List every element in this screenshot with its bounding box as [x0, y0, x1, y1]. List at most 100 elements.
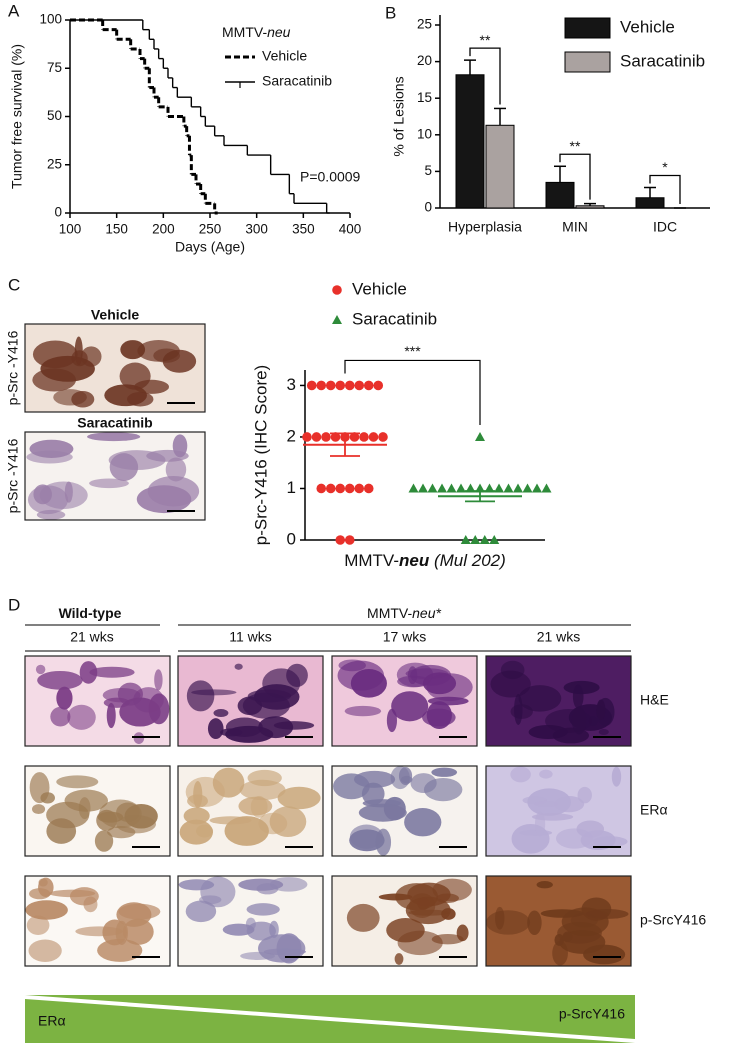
image-ylabel: p-Src -Y416	[5, 438, 21, 513]
tissue-feature	[534, 800, 558, 808]
tissue-feature	[375, 828, 392, 856]
tissue-feature	[386, 708, 397, 733]
row-label: ERα	[640, 802, 668, 818]
tissue-feature	[26, 915, 50, 935]
tissue-feature	[79, 661, 98, 684]
tissue-feature	[391, 691, 429, 722]
x-tick-label: Hyperplasia	[448, 219, 522, 235]
tissue-feature	[29, 772, 50, 804]
tissue-feature	[519, 829, 553, 836]
micrograph-frame	[24, 655, 171, 747]
tissue-feature	[179, 819, 213, 845]
data-point	[541, 483, 552, 493]
y-tick-label: 25	[417, 17, 432, 32]
tissue-feature	[117, 682, 143, 706]
x-axis-label: MMTV-neu (Mul 202)	[344, 551, 506, 570]
y-tick-label: 25	[47, 156, 62, 171]
x-tick-label: 300	[245, 222, 268, 237]
tissue-feature	[32, 804, 46, 815]
tissue-feature	[69, 887, 99, 906]
image-ylabel: p-Src -Y416	[5, 330, 21, 405]
tissue-feature	[32, 340, 78, 369]
tissue-feature	[120, 340, 146, 360]
tissue-feature	[147, 476, 200, 507]
y-tick-label: 0	[54, 205, 62, 220]
legend-label: Saracatinib	[352, 309, 437, 328]
tissue-feature	[46, 818, 77, 844]
legend-marker	[332, 285, 342, 295]
data-point	[359, 432, 369, 442]
tissue-feature	[89, 478, 129, 489]
y-tick-label: 5	[424, 163, 432, 178]
gradient-divider	[25, 995, 635, 1043]
tissue-feature	[246, 903, 280, 916]
legend-label: Saracatinib	[620, 51, 705, 70]
x-tick-label: 200	[152, 222, 175, 237]
tissue-feature	[269, 806, 307, 838]
y-tick-label: 0	[287, 529, 296, 548]
data-point	[513, 483, 523, 493]
tissue-feature	[361, 782, 385, 806]
y-axis-label: % of Lesions	[391, 76, 407, 156]
x-axis-label: Days (Age)	[175, 239, 245, 255]
y-tick-label: 10	[417, 126, 432, 141]
data-point	[460, 535, 471, 544]
tissue-feature	[109, 453, 139, 481]
tissue-feature	[186, 680, 215, 712]
tissue-feature	[539, 769, 553, 779]
data-point	[494, 483, 504, 493]
bar	[635, 197, 665, 209]
y-tick-label: 3	[287, 375, 296, 394]
tissue-feature	[344, 705, 382, 717]
legend-label: Vehicle	[352, 279, 407, 298]
tissue-feature	[119, 362, 151, 390]
tissue-feature	[540, 909, 584, 918]
tissue-feature	[353, 770, 396, 788]
tissue-feature	[247, 769, 282, 787]
gradient-label: p-SrcY416	[559, 1006, 625, 1022]
panel-label: D	[8, 595, 20, 614]
tissue-feature	[234, 663, 243, 670]
tissue-feature	[486, 910, 531, 935]
tissue-feature	[286, 663, 308, 687]
tissue-feature	[349, 824, 384, 849]
legend-title-part: neu	[267, 24, 291, 40]
x-tick-label: 250	[199, 222, 222, 237]
row-label: p-SrcY416	[640, 912, 706, 928]
tissue-feature	[490, 670, 531, 698]
tissue-feature	[247, 689, 292, 703]
y-tick-label: 15	[417, 90, 432, 105]
data-point	[306, 380, 317, 391]
x-tick-label: 150	[105, 222, 128, 237]
tissue-feature	[127, 391, 154, 407]
data-point	[437, 483, 447, 493]
legend-title: MMTV-neu	[222, 24, 291, 40]
tissue-feature	[239, 779, 286, 801]
tissue-feature	[133, 732, 145, 744]
tissue-feature	[394, 953, 404, 965]
significance-label: ***	[404, 343, 421, 359]
tissue-feature	[106, 702, 116, 729]
image-title: Saracatinib	[77, 415, 152, 431]
data-point	[335, 535, 346, 545]
tissue-feature	[207, 718, 224, 740]
data-point	[344, 380, 355, 391]
data-point	[311, 432, 322, 442]
significance-bracket	[649, 174, 681, 204]
tissue-feature	[552, 940, 568, 966]
micrograph-frame	[24, 323, 206, 413]
data-point	[354, 380, 365, 391]
legend-label: Vehicle	[620, 17, 675, 36]
data-point	[335, 380, 346, 391]
tissue-feature	[238, 878, 284, 891]
tissue-feature	[563, 680, 600, 695]
y-axis-label: p-Src-Y416 (IHC Score)	[251, 365, 270, 545]
data-point	[344, 535, 355, 545]
data-point	[378, 432, 388, 442]
tissue-feature	[97, 938, 143, 962]
image-title: Vehicle	[91, 307, 139, 323]
data-point	[363, 483, 374, 494]
tissue-feature	[431, 767, 458, 777]
data-point	[354, 483, 365, 494]
group-header-part: Wild-type	[59, 605, 122, 621]
